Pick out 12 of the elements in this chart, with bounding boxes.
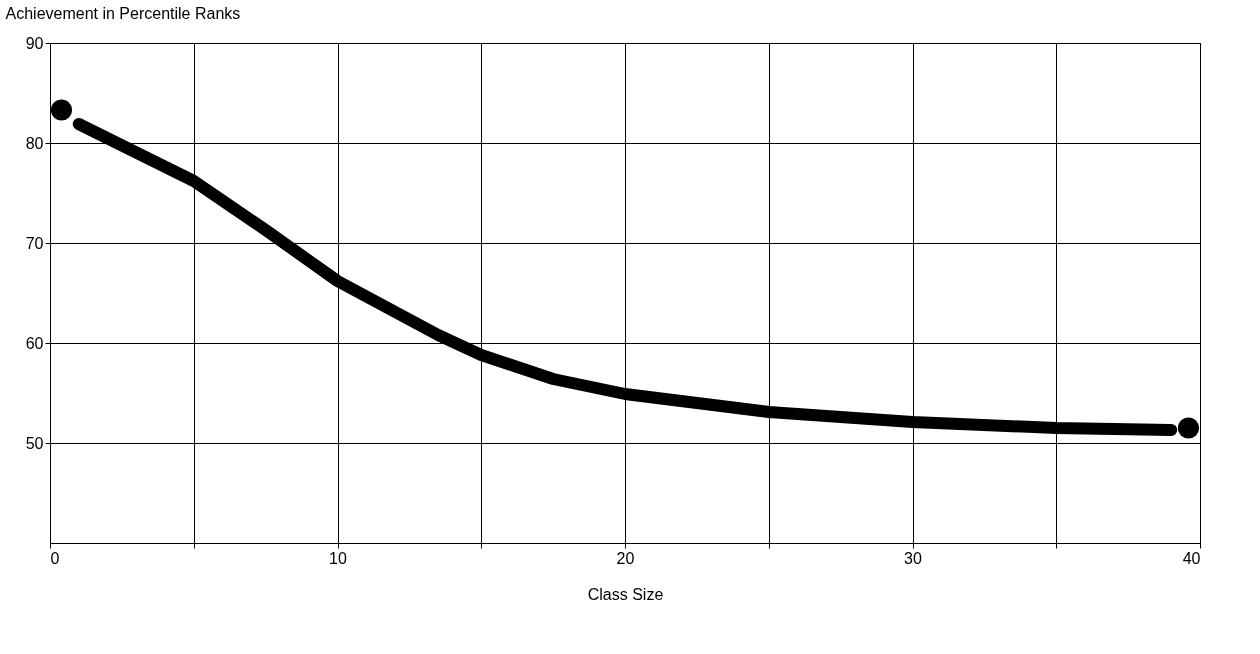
x-tick-label: 10	[329, 549, 347, 567]
y-axis-title: Achievement in Percentile Ranks	[5, 4, 241, 22]
x-tick-label: 40	[1182, 549, 1201, 567]
y-tick-label: 80	[25, 134, 44, 152]
y-tick-label: 60	[25, 334, 44, 352]
x-axis-title: Class Size	[587, 585, 664, 603]
x-tick-label: 0	[50, 549, 60, 567]
y-tick-label: 90	[25, 34, 44, 52]
x-tick-label: 20	[616, 549, 635, 567]
y-tick-label: 50	[25, 434, 44, 452]
x-tick-label: 30	[904, 549, 922, 567]
y-tick-label: 70	[25, 234, 44, 252]
